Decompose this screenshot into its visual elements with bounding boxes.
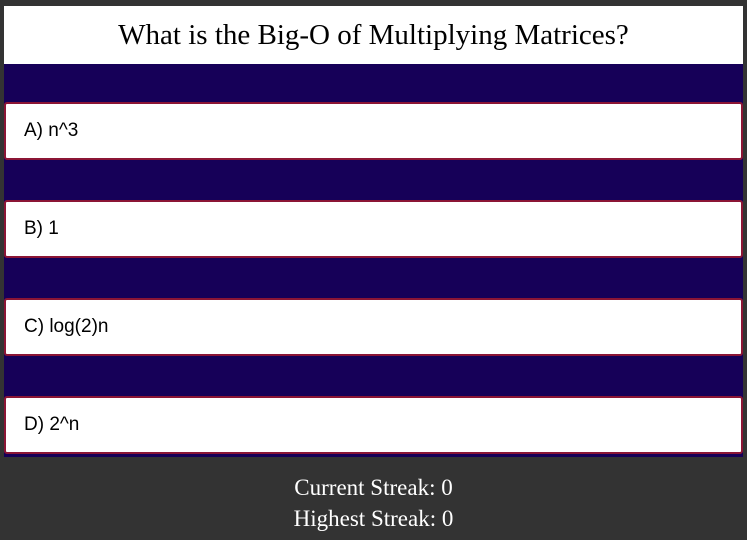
current-streak: Current Streak: 0: [294, 475, 453, 500]
streak-stats: Current Streak: 0 Highest Streak: 0: [0, 472, 747, 534]
answers-panel: A) n^3 B) 1 C) log(2)n D) 2^n: [4, 64, 743, 457]
answer-option-a-label: A) n^3: [24, 120, 79, 141]
answer-option-c[interactable]: C) log(2)n: [4, 298, 743, 356]
answer-option-b-label: B) 1: [24, 218, 59, 239]
answer-option-c-label: C) log(2)n: [24, 316, 109, 337]
answer-option-d[interactable]: D) 2^n: [4, 396, 743, 454]
answer-option-b[interactable]: B) 1: [4, 200, 743, 258]
answer-option-a[interactable]: A) n^3: [4, 102, 743, 160]
question-text: What is the Big-O of Multiplying Matrice…: [118, 18, 629, 51]
question-header: What is the Big-O of Multiplying Matrice…: [4, 6, 743, 64]
answer-option-d-label: D) 2^n: [24, 414, 80, 435]
highest-streak: Highest Streak: 0: [293, 506, 454, 531]
